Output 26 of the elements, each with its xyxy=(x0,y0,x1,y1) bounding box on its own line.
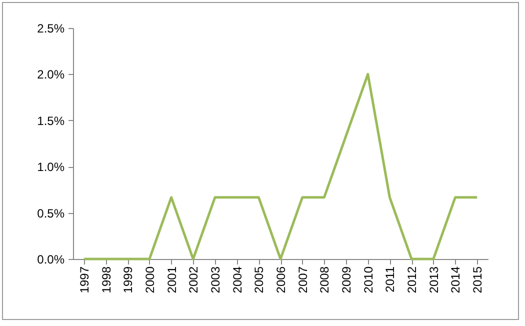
x-tick-label: 1999 xyxy=(121,266,136,294)
x-tick-label: 2009 xyxy=(340,266,354,294)
x-tick-label: 2012 xyxy=(405,266,420,294)
y-tick-label: 2.5% xyxy=(37,22,65,36)
x-tick-label: 2002 xyxy=(186,266,201,294)
x-tick-label: 2003 xyxy=(208,266,222,294)
x-tick-label: 2004 xyxy=(230,266,244,294)
y-tick-label: 1.5% xyxy=(37,114,65,128)
x-tick-label: 2001 xyxy=(164,266,179,294)
x-tick-label: 2005 xyxy=(252,266,266,294)
y-tick-label: 0.5% xyxy=(37,206,65,220)
x-tick-label: 2000 xyxy=(142,266,157,294)
x-tick-label: 2007 xyxy=(296,266,310,294)
line-series xyxy=(82,72,478,260)
x-tick-label: 2010 xyxy=(361,266,376,294)
x-tick-label: 2008 xyxy=(318,266,332,294)
x-tick-label: 1998 xyxy=(99,266,114,294)
x-tick-label: 2013 xyxy=(426,266,441,294)
x-tick-label: 2015 xyxy=(470,266,485,294)
y-tick-label: 0.0% xyxy=(37,252,65,266)
x-tick-label: 2014 xyxy=(448,266,463,294)
x-tick-label: 2006 xyxy=(274,266,288,294)
x-tick-label: 2011 xyxy=(383,266,398,292)
y-tick-label: 2.0% xyxy=(37,68,65,82)
y-tick-label: 1.0% xyxy=(37,160,65,174)
x-tick-label: 1997 xyxy=(77,266,92,294)
